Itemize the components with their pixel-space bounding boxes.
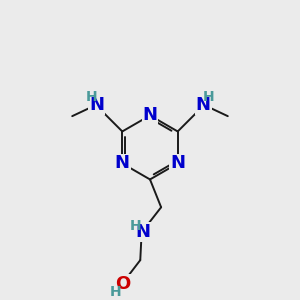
Text: N: N: [170, 154, 185, 172]
Text: N: N: [135, 223, 150, 241]
Text: H: H: [129, 219, 141, 233]
Text: N: N: [115, 154, 130, 172]
Text: H: H: [203, 90, 214, 104]
Text: N: N: [142, 106, 158, 124]
Text: O: O: [115, 275, 130, 293]
Text: H: H: [110, 285, 121, 299]
Text: N: N: [196, 96, 211, 114]
Text: N: N: [89, 96, 104, 114]
Text: H: H: [85, 90, 97, 104]
